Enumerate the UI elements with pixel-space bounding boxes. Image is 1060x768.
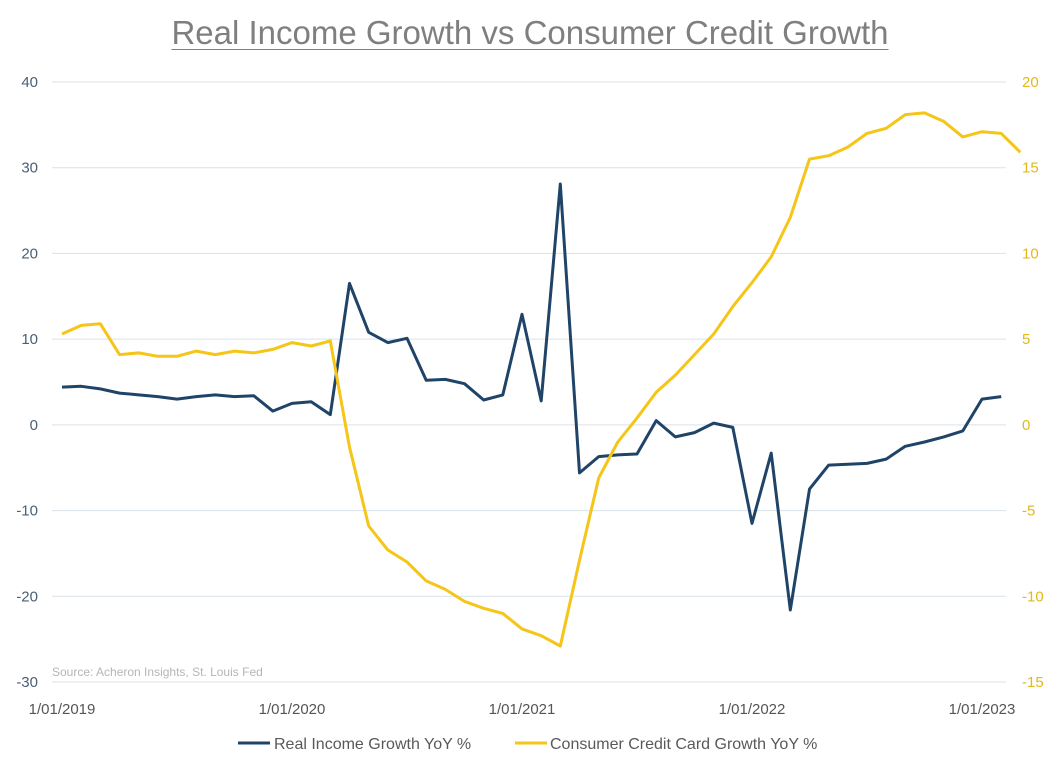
y-right-tick-label: 20 xyxy=(1022,74,1039,91)
x-axis: 1/01/2019 1/01/2020 1/01/2021 1/01/2022 1/01… xyxy=(29,701,1016,718)
legend: Real Income Growth YoY % Consumer Credit … xyxy=(238,736,817,753)
source-note: Source: Acheron Insights, St. Louis Fed xyxy=(52,665,263,679)
series-lines xyxy=(61,111,1022,648)
y-left-tick-label: 40 xyxy=(21,74,38,91)
x-tick-label: 1/01/2020 xyxy=(259,701,326,718)
y-right-tick-label: -10 xyxy=(1022,588,1044,605)
legend-label: Consumer Credit Card Growth YoY % xyxy=(550,736,817,753)
left-axis: 40 30 20 10 0 -10 -20 -30 xyxy=(16,74,38,691)
y-right-tick-label: -15 xyxy=(1022,674,1044,691)
x-tick-label: 1/01/2019 xyxy=(29,701,96,718)
x-tick-label: 1/01/2023 xyxy=(949,701,1016,718)
y-left-tick-label: 0 xyxy=(30,417,38,434)
x-tick-label: 1/01/2021 xyxy=(489,701,556,718)
right-axis: 20 15 10 5 0 -5 -10 -15 xyxy=(1022,74,1044,691)
consumer-credit-growth-line xyxy=(61,111,1022,648)
y-left-tick-label: 20 xyxy=(21,245,38,262)
y-right-tick-label: 0 xyxy=(1022,417,1030,434)
y-left-tick-label: -30 xyxy=(16,674,38,691)
y-right-tick-label: 5 xyxy=(1022,331,1030,348)
y-left-tick-label: -20 xyxy=(16,588,38,605)
legend-label: Real Income Growth YoY % xyxy=(274,736,471,753)
real-income-growth-line xyxy=(61,182,1002,612)
x-tick-label: 1/01/2022 xyxy=(719,701,786,718)
chart-title: Real Income Growth vs Consumer Credit Gr… xyxy=(171,14,889,51)
y-left-tick-label: 10 xyxy=(21,331,38,348)
y-left-tick-label: -10 xyxy=(16,503,38,520)
y-right-tick-label: 15 xyxy=(1022,160,1039,177)
y-right-tick-label: 10 xyxy=(1022,245,1039,262)
y-left-tick-label: 30 xyxy=(21,160,38,177)
y-right-tick-label: -5 xyxy=(1022,503,1035,520)
grid-lines xyxy=(52,81,1006,683)
